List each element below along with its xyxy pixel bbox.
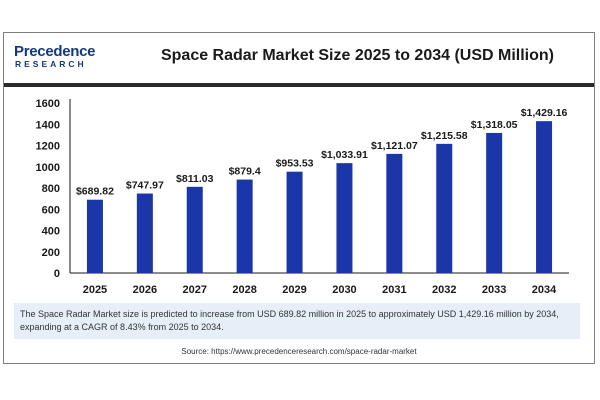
y-tick-label: 1200 [36,141,60,153]
bar [186,186,203,273]
data-label: $879.4 [229,166,261,178]
y-tick-label: 0 [54,268,60,280]
data-label: $1,215.58 [421,130,468,142]
logo-subtitle: RESEARCH [15,59,87,69]
data-label: $747.97 [126,180,164,192]
y-tick-label: 1600 [36,98,60,110]
bar [86,199,103,273]
bar-chart: 0 200 400 600 800 1000 1200 1400 1600 $689.82 2025… [36,98,569,296]
x-tick-label: 2027 [183,284,207,296]
bar [436,143,453,273]
data-label: $1,429.16 [521,107,568,119]
bar [386,153,403,273]
bar [536,121,553,273]
data-label: $1,033.91 [321,149,368,161]
x-tick-label: 2026 [133,284,157,296]
logo-wordmark: Precedence [14,43,96,60]
x-tick-label: 2033 [482,284,506,296]
precedence-research-logo: Precedence RESEARCH [14,43,110,73]
bar [336,163,353,273]
data-label: $1,121.07 [371,140,418,152]
data-label: $689.82 [76,186,114,198]
data-label: $1,318.05 [471,119,518,131]
data-label: $953.53 [276,158,314,170]
chart-title: Space Radar Market Size 2025 to 2034 (US… [160,47,554,64]
bar [286,171,303,273]
bar [236,179,253,273]
data-label: $811.03 [176,173,214,185]
y-tick-label: 200 [42,247,60,259]
header-divider [4,83,594,87]
x-tick-label: 2034 [532,284,557,296]
source-line: Source: https://www.precedenceresearch.c… [181,347,417,356]
x-tick-label: 2032 [432,284,456,296]
x-tick-label: 2029 [282,284,306,296]
bar [136,193,153,273]
x-tick-label: 2030 [332,284,356,296]
y-tick-label: 1400 [36,119,60,131]
chart-card: Precedence RESEARCH Space Radar Market S… [3,32,595,364]
x-tick-label: 2031 [382,284,406,296]
summary-note: The Space Radar Market size is predicted… [14,303,580,339]
y-tick-label: 1000 [36,162,60,174]
x-tick-label: 2025 [83,284,107,296]
x-tick-label: 2028 [232,284,256,296]
bar [486,132,503,273]
y-tick-label: 400 [42,226,60,238]
y-tick-label: 600 [42,204,60,216]
y-tick-label: 800 [42,183,60,195]
